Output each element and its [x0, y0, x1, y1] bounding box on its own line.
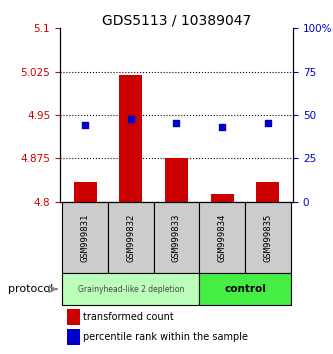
Bar	[154, 202, 199, 273]
Point	[128, 116, 134, 122]
Bar	[74, 182, 97, 202]
Text: percentile rank within the sample: percentile rank within the sample	[83, 332, 248, 342]
Text: GSM999832: GSM999832	[126, 213, 135, 262]
Text: GSM999833: GSM999833	[172, 213, 181, 262]
Bar	[165, 159, 188, 202]
Text: protocol: protocol	[8, 284, 53, 294]
Text: Grainyhead-like 2 depletion: Grainyhead-like 2 depletion	[78, 285, 184, 293]
Bar	[67, 309, 80, 325]
Text: GSM999835: GSM999835	[263, 213, 272, 262]
Point	[219, 124, 225, 130]
Bar	[199, 202, 245, 273]
Bar	[67, 329, 80, 345]
Bar	[211, 194, 234, 202]
Title: GDS5113 / 10389047: GDS5113 / 10389047	[102, 13, 251, 27]
Bar	[199, 273, 291, 305]
Bar	[62, 202, 108, 273]
Text: transformed count: transformed count	[83, 312, 174, 322]
Text: GSM999834: GSM999834	[218, 213, 227, 262]
Bar	[245, 202, 291, 273]
Text: control: control	[224, 284, 266, 294]
Bar	[119, 75, 142, 202]
Bar	[108, 202, 154, 273]
Bar	[256, 182, 279, 202]
Text: GSM999831: GSM999831	[81, 213, 90, 262]
Point	[174, 120, 179, 126]
Point	[265, 120, 271, 126]
Bar	[62, 273, 199, 305]
Point	[82, 122, 88, 128]
